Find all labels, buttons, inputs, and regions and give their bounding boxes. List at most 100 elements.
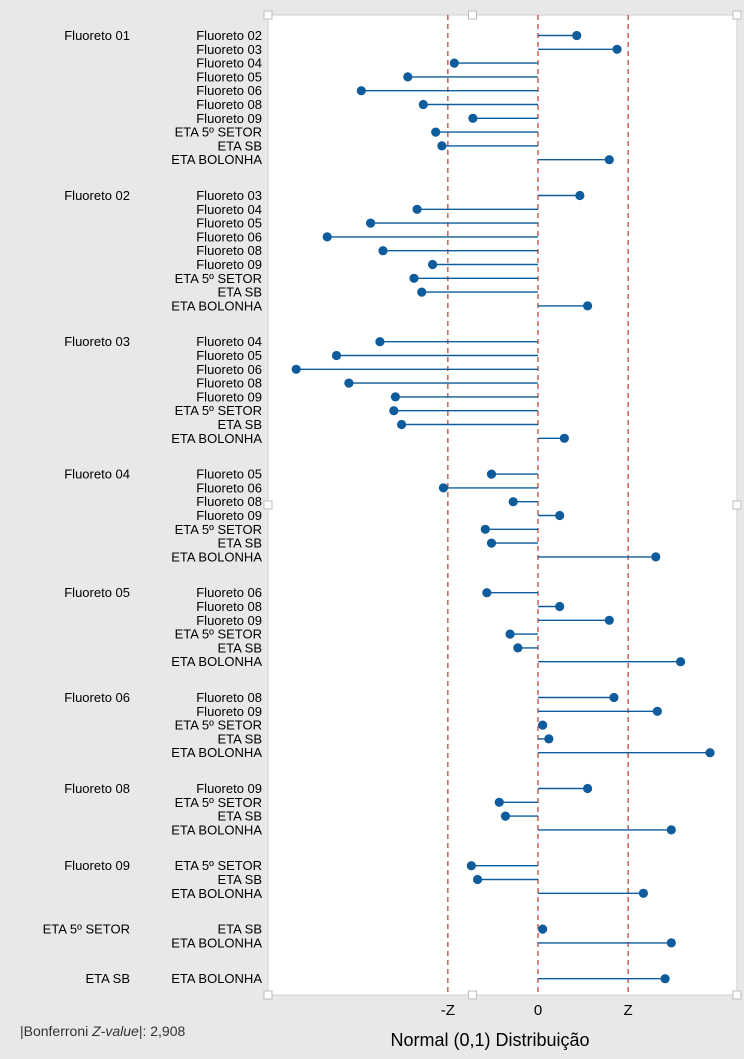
z-point [375, 337, 385, 347]
z-point [604, 155, 614, 165]
z-point [438, 483, 449, 493]
comparison-label: Fluoreto 04 [196, 56, 262, 71]
z-point [660, 974, 670, 984]
footnote-italic: Z-value [91, 1023, 139, 1039]
comparison-label: ETA BOLONHA [171, 822, 262, 837]
comparison-label: Fluoreto 05 [196, 216, 262, 231]
handle-top-right[interactable] [732, 10, 742, 20]
handle-right-middle[interactable] [732, 500, 742, 510]
z-point [449, 58, 459, 68]
comparison-label: Fluoreto 09 [196, 257, 262, 272]
comparison-label: Fluoreto 06 [196, 229, 262, 244]
comparison-label: ETA 5º SETOR [175, 271, 262, 286]
z-point [390, 392, 400, 402]
z-point [403, 72, 413, 82]
group-label: Fluoreto 08 [64, 781, 130, 796]
x-axis-title: Normal (0,1) Distribuição [390, 1030, 589, 1050]
group-label: Fluoreto 01 [64, 28, 130, 43]
z-point [559, 433, 569, 443]
x-tick-label: 0 [534, 1002, 542, 1019]
comparison-label: Fluoreto 09 [196, 613, 262, 628]
z-point [666, 938, 676, 948]
comparison-label: ETA SB [217, 731, 262, 746]
comparison-label: ETA BOLONHA [171, 935, 262, 950]
group-label: Fluoreto 09 [64, 858, 130, 873]
comparison-label: ETA 5º SETOR [175, 627, 262, 642]
comparison-label: ETA BOLONHA [171, 549, 262, 564]
comparison-label: Fluoreto 09 [196, 111, 262, 126]
comparison-label: ETA BOLONHA [171, 431, 262, 446]
comparison-label: ETA 5º SETOR [175, 125, 262, 140]
comparison-label: ETA SB [217, 872, 262, 887]
x-tick-label: Z [624, 1002, 633, 1019]
handle-top-middle[interactable] [468, 10, 477, 20]
comparison-label: Fluoreto 08 [196, 690, 262, 705]
z-point [666, 825, 676, 835]
z-point [291, 364, 301, 374]
z-point [572, 30, 582, 41]
comparison-label: Fluoreto 03 [196, 188, 262, 203]
comparison-label: Fluoreto 02 [196, 28, 262, 43]
z-point [508, 497, 518, 507]
handle-bottom-left[interactable] [263, 990, 273, 1000]
z-point [494, 797, 504, 807]
z-point [676, 657, 686, 667]
handle-left-middle[interactable] [263, 500, 273, 510]
comparison-label: Fluoreto 08 [196, 97, 262, 112]
comparison-label: ETA SB [217, 138, 262, 153]
comparison-label: ETA SB [217, 417, 262, 432]
handle-top-left[interactable] [263, 10, 273, 20]
z-point [538, 924, 548, 934]
z-point [638, 888, 649, 898]
z-point [505, 629, 515, 639]
z-point [486, 469, 497, 479]
comparison-label: Fluoreto 05 [196, 69, 262, 84]
z-point [486, 538, 497, 548]
group-label: Fluoreto 06 [64, 690, 130, 705]
comparison-label: ETA BOLONHA [171, 745, 262, 760]
handle-bottom-right[interactable] [732, 990, 742, 1000]
z-point [466, 861, 476, 871]
z-point [417, 287, 427, 297]
z-point [513, 643, 523, 653]
comparison-label: ETA BOLONHA [171, 886, 262, 901]
z-point [652, 706, 662, 716]
x-tick-label: -Z [441, 1002, 455, 1019]
handle-bottom-middle[interactable] [468, 990, 477, 1000]
z-point [555, 510, 565, 521]
z-point [705, 748, 715, 758]
comparison-label: Fluoreto 03 [196, 42, 262, 57]
comparison-label: ETA BOLONHA [171, 152, 262, 167]
comparison-label: Fluoreto 08 [196, 494, 262, 509]
comparison-label: Fluoreto 06 [196, 362, 262, 377]
z-point [612, 44, 622, 54]
comparison-label: ETA BOLONHA [171, 654, 262, 669]
comparison-label: ETA SB [217, 285, 262, 300]
footnote-suffix: |: 2,908 [139, 1023, 186, 1039]
group-label: ETA 5º SETOR [43, 922, 130, 937]
comparison-label: ETA 5º SETOR [175, 522, 262, 537]
group-label: ETA SB [85, 971, 130, 986]
z-point [418, 99, 428, 110]
comparison-label: Fluoreto 06 [196, 83, 262, 98]
comparison-label: ETA 5º SETOR [175, 718, 262, 733]
z-point [604, 615, 614, 625]
z-point [431, 127, 441, 137]
z-point [500, 811, 511, 821]
comparison-label: Fluoreto 09 [196, 704, 262, 719]
z-point [428, 259, 438, 270]
z-point [437, 141, 447, 151]
comparison-label: Fluoreto 08 [196, 376, 262, 391]
z-point [344, 378, 354, 388]
z-point [409, 273, 419, 283]
z-point [575, 190, 585, 201]
comparison-label: Fluoreto 05 [196, 348, 262, 363]
comparison-label: ETA SB [217, 640, 262, 655]
comparison-label: ETA SB [217, 809, 262, 824]
z-point [356, 86, 366, 96]
comparison-label: ETA BOLONHA [171, 971, 262, 986]
z-point [472, 874, 483, 885]
comparison-label: ETA 5º SETOR [175, 403, 262, 418]
z-point [538, 720, 548, 730]
z-point [468, 113, 478, 123]
